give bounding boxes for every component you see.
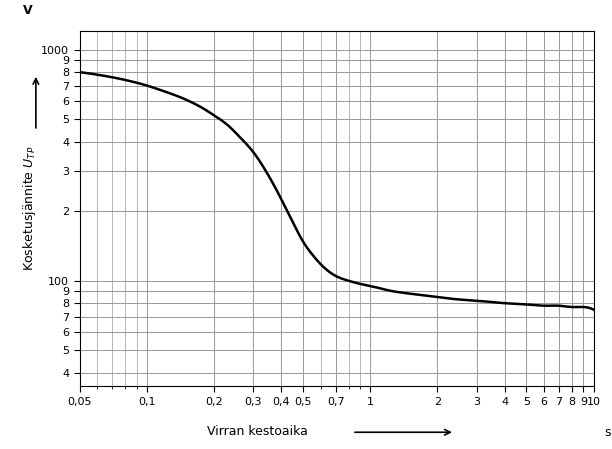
- Text: Virran kestoaika: Virran kestoaika: [207, 425, 307, 438]
- Text: V: V: [23, 4, 33, 17]
- Y-axis label: Kosketusjännite $U_{TP}$: Kosketusjännite $U_{TP}$: [21, 146, 39, 272]
- Text: s: s: [604, 426, 610, 439]
